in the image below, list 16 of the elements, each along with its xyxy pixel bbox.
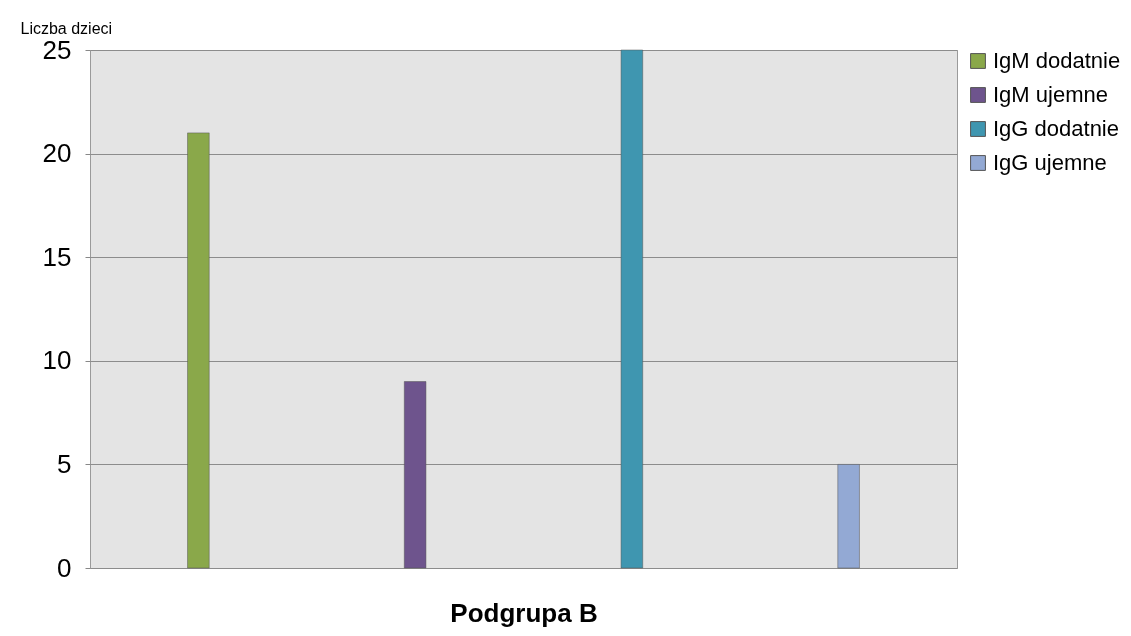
y-tick-label: 20 (42, 138, 72, 169)
bar (404, 381, 427, 569)
y-tick-label: 25 (42, 34, 72, 65)
legend-label: IgG dodatnie (993, 116, 1119, 141)
y-tick-label: 0 (57, 552, 72, 583)
y-tick-label: 10 (42, 345, 72, 376)
bar (620, 49, 643, 569)
y-axis-title: Liczba dzieci (20, 19, 113, 37)
legend-label: IgM ujemne (993, 82, 1108, 107)
y-tick-label: 15 (42, 241, 72, 272)
bar (837, 464, 860, 569)
x-axis-title: Podgrupa B (450, 597, 598, 628)
legend-label: IgG ujemne (993, 150, 1107, 175)
y-tick-label: 5 (57, 448, 72, 479)
legend-label: IgM dodatnie (993, 48, 1121, 73)
bar (187, 132, 210, 569)
